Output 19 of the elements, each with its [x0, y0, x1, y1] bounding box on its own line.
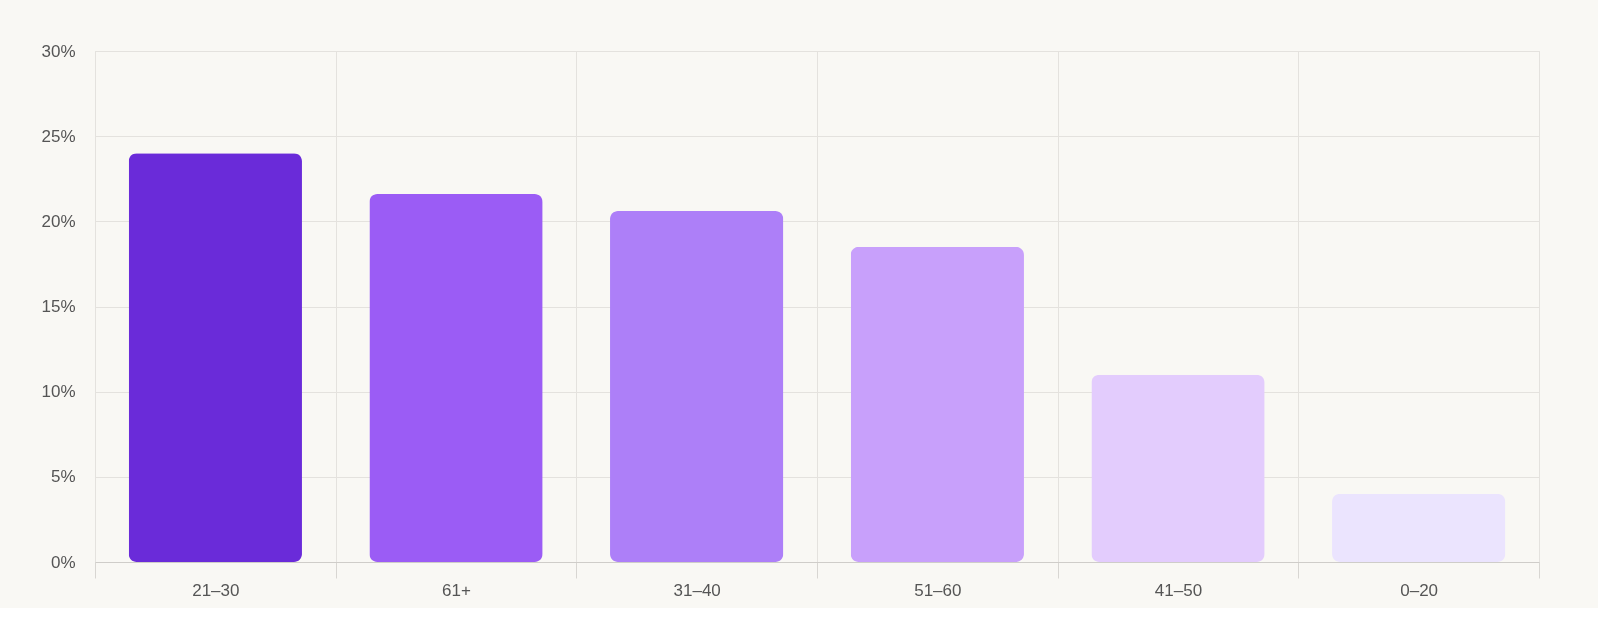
bar [1091, 374, 1265, 562]
y-tick-label: 15% [41, 297, 76, 316]
x-tick-label: 51–60 [914, 580, 962, 600]
x-tick-label: 41–50 [1154, 580, 1203, 600]
bar [128, 153, 302, 562]
y-tick-label: 10% [41, 382, 76, 402]
y-tick-label: 30% [41, 41, 76, 61]
y-tick-label: 5% [50, 467, 76, 487]
bar [850, 246, 1024, 562]
bar [610, 211, 784, 562]
x-tick-label: 0–20 [1400, 580, 1439, 600]
bar [1332, 493, 1506, 562]
x-tick-label: 21–30 [192, 580, 240, 600]
y-tick-label: 0% [50, 552, 76, 572]
bar [369, 194, 543, 562]
x-tick-label: 31–40 [673, 580, 721, 600]
y-tick-label: 25% [41, 126, 76, 146]
x-tick-label: 61+ [442, 580, 471, 600]
y-tick-label: 20% [41, 211, 76, 231]
